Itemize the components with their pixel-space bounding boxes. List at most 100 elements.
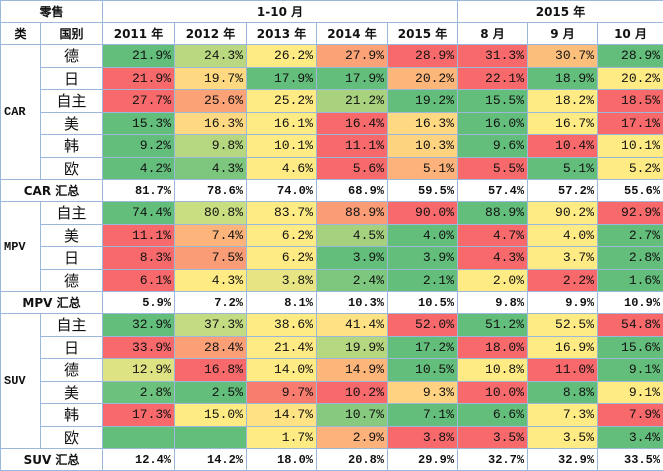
share-cell: 11.1% (317, 135, 388, 158)
share-cell: 16.9% (528, 336, 598, 359)
share-cell: 25.2% (247, 90, 317, 113)
country-label: 德 (41, 359, 103, 382)
share-cell: 3.5% (528, 426, 598, 449)
share-cell: 7.9% (598, 404, 663, 427)
share-cell: 17.1% (598, 112, 663, 135)
share-cell: 21.2% (317, 90, 388, 113)
share-cell: 83.7% (247, 202, 317, 225)
share-cell (175, 426, 247, 449)
share-cell: 9.7% (247, 381, 317, 404)
share-cell: 9.1% (598, 381, 663, 404)
total-cell: 81.7% (103, 180, 175, 202)
share-cell: 5.1% (528, 157, 598, 180)
country-label: 韩 (41, 135, 103, 158)
share-cell: 9.3% (388, 381, 458, 404)
share-cell: 16.1% (247, 112, 317, 135)
share-cell: 12.9% (103, 359, 175, 382)
share-cell: 2.4% (317, 269, 388, 292)
total-cell: 33.5% (598, 449, 663, 471)
share-cell: 2.8% (103, 381, 175, 404)
total-cell: 68.9% (317, 180, 388, 202)
share-cell: 4.5% (317, 224, 388, 247)
share-cell: 16.0% (458, 112, 528, 135)
share-cell: 16.3% (388, 112, 458, 135)
share-cell: 10.8% (458, 359, 528, 382)
total-cell: 74.0% (247, 180, 317, 202)
share-cell: 8.3% (103, 247, 175, 270)
share-cell: 4.6% (247, 157, 317, 180)
share-cell: 4.7% (458, 224, 528, 247)
share-cell: 90.0% (388, 202, 458, 225)
country-label: 美 (41, 381, 103, 404)
share-cell: 9.6% (458, 135, 528, 158)
share-cell: 18.0% (458, 336, 528, 359)
country-label: 自主 (41, 90, 103, 113)
column-header: 2014 年 (317, 23, 388, 45)
share-cell: 2.0% (458, 269, 528, 292)
share-cell: 10.2% (317, 381, 388, 404)
share-cell: 37.3% (175, 314, 247, 337)
share-cell: 4.2% (103, 157, 175, 180)
country-label: 欧 (41, 426, 103, 449)
column-header: 2012 年 (175, 23, 247, 45)
share-cell: 2.2% (528, 269, 598, 292)
share-cell: 14.7% (247, 404, 317, 427)
country-label: 日 (41, 336, 103, 359)
total-cell: 9.9% (528, 292, 598, 314)
share-cell: 19.7% (175, 67, 247, 90)
country-label: 欧 (41, 157, 103, 180)
share-cell: 19.2% (388, 90, 458, 113)
total-label: MPV 汇总 (1, 292, 103, 314)
share-cell: 27.9% (317, 45, 388, 68)
share-cell: 15.5% (458, 90, 528, 113)
country-label: 韩 (41, 404, 103, 427)
header-cell: 零售 (1, 1, 103, 23)
share-cell: 1.6% (598, 269, 663, 292)
total-cell: 10.9% (598, 292, 663, 314)
share-cell: 17.2% (388, 336, 458, 359)
share-cell: 18.2% (528, 90, 598, 113)
column-header: 2013 年 (247, 23, 317, 45)
share-cell: 2.1% (388, 269, 458, 292)
share-cell: 7.4% (175, 224, 247, 247)
share-cell: 52.0% (388, 314, 458, 337)
share-cell: 3.8% (247, 269, 317, 292)
share-cell: 14.9% (317, 359, 388, 382)
share-cell: 30.7% (528, 45, 598, 68)
country-label: 德 (41, 269, 103, 292)
column-header: 8 月 (458, 23, 528, 45)
share-cell: 2.8% (598, 247, 663, 270)
total-cell: 57.2% (528, 180, 598, 202)
share-cell: 21.9% (103, 67, 175, 90)
share-cell: 7.1% (388, 404, 458, 427)
share-cell: 11.0% (528, 359, 598, 382)
share-cell: 17.3% (103, 404, 175, 427)
share-cell: 10.1% (598, 135, 663, 158)
column-header: 2015 年 (388, 23, 458, 45)
share-cell: 20.2% (388, 67, 458, 90)
share-cell: 3.8% (388, 426, 458, 449)
share-cell: 32.9% (103, 314, 175, 337)
share-cell: 14.0% (247, 359, 317, 382)
share-cell: 9.2% (103, 135, 175, 158)
total-cell: 8.1% (247, 292, 317, 314)
country-label: 自主 (41, 314, 103, 337)
share-cell: 5.2% (598, 157, 663, 180)
share-cell: 38.6% (247, 314, 317, 337)
column-header: 类 (1, 23, 41, 45)
share-cell: 74.4% (103, 202, 175, 225)
share-cell: 17.9% (247, 67, 317, 90)
total-cell: 12.4% (103, 449, 175, 471)
share-cell: 3.9% (317, 247, 388, 270)
share-cell: 16.4% (317, 112, 388, 135)
share-cell: 16.3% (175, 112, 247, 135)
